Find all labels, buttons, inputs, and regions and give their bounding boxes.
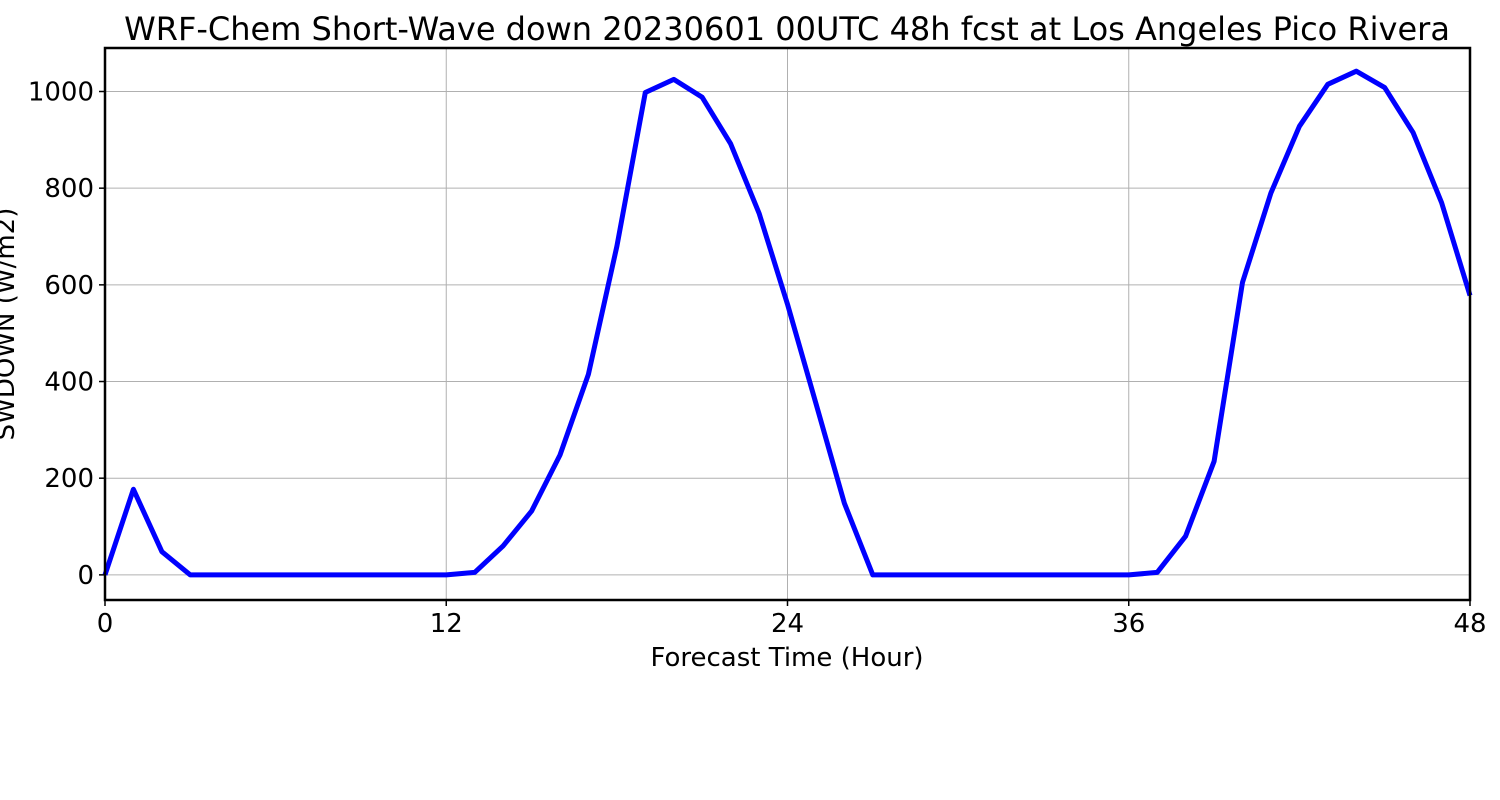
y-tick-label: 0 (77, 561, 94, 591)
series-line (102, 68, 1473, 578)
y-tick-label: 200 (44, 464, 94, 494)
y-tick-label: 600 (44, 271, 94, 301)
x-tick-label: 12 (430, 609, 463, 639)
y-tick-label: 400 (44, 368, 94, 398)
x-tick-label: 48 (1453, 609, 1486, 639)
y-tick-label: 800 (44, 174, 94, 204)
x-tick-label: 36 (1112, 609, 1145, 639)
x-axis-label: Forecast Time (Hour) (650, 643, 923, 673)
x-tick-label: 24 (771, 609, 804, 639)
series-layer (102, 68, 1473, 578)
chart-title: WRF-Chem Short-Wave down 20230601 00UTC … (124, 10, 1450, 48)
grid (104, 48, 1471, 600)
y-tick-label: 1000 (28, 78, 94, 108)
y-axis-label: SWDOWN (W/m2) (0, 208, 21, 441)
x-tick-label: 0 (97, 609, 114, 639)
ticks: 0 12 24 36 48 0 200 400 600 800 1000 (28, 78, 1487, 639)
